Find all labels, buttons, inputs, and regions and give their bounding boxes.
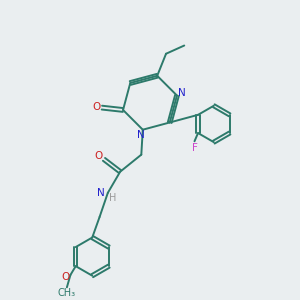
Text: O: O (92, 102, 100, 112)
Text: N: N (137, 130, 145, 140)
Text: O: O (61, 272, 69, 282)
Text: CH₃: CH₃ (58, 288, 76, 298)
Text: N: N (98, 188, 105, 198)
Text: O: O (94, 152, 102, 161)
Text: H: H (109, 193, 116, 203)
Text: F: F (192, 143, 197, 153)
Text: N: N (178, 88, 186, 98)
